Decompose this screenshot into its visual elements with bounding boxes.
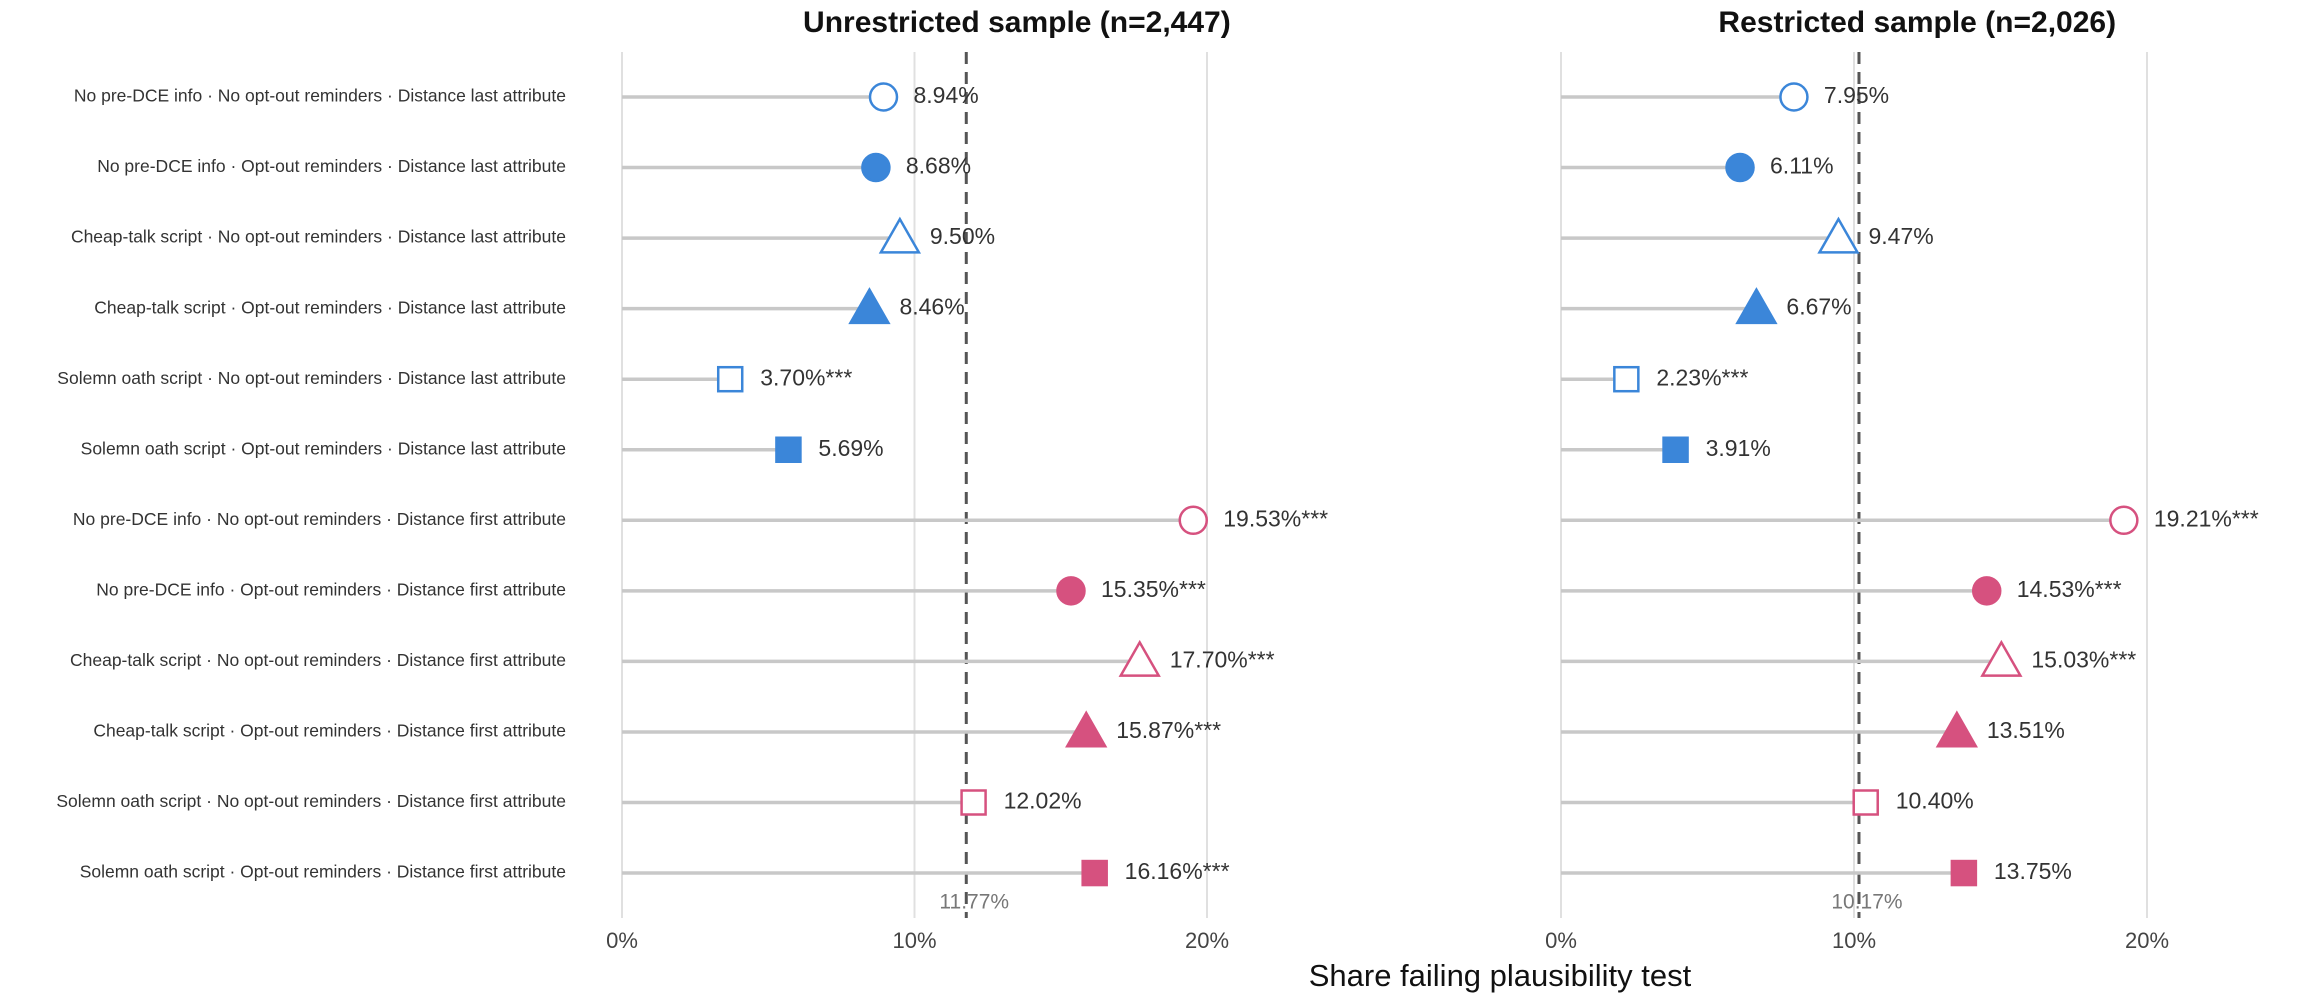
category-label: Solemn oath script · No opt-out reminder…	[56, 791, 566, 811]
point	[1662, 436, 1689, 463]
category-label: Cheap-talk script · Opt-out reminders · …	[93, 721, 566, 741]
x-tick-label: 20%	[1185, 928, 1229, 953]
value-label: 8.94%	[913, 82, 978, 108]
category-label: Cheap-talk script · Opt-out reminders · …	[94, 297, 566, 317]
x-tick-label: 10%	[1832, 928, 1876, 953]
category-label: Solemn oath script · Opt-out reminders ·…	[81, 438, 566, 458]
value-label: 8.68%	[906, 153, 971, 179]
value-label: 9.47%	[1868, 223, 1933, 249]
category-label: No pre-DCE info · No opt-out reminders ·…	[73, 509, 566, 529]
point	[1118, 639, 1161, 677]
category-label: Solemn oath script · Opt-out reminders ·…	[80, 862, 566, 882]
point	[1980, 639, 2023, 677]
point	[848, 287, 891, 325]
point	[878, 216, 922, 254]
category-label: Cheap-talk script · No opt-out reminders…	[70, 650, 566, 670]
value-label: 6.67%	[1786, 294, 1851, 320]
point	[1971, 576, 2002, 606]
category-label: No pre-DCE info · No opt-out reminders ·…	[74, 86, 566, 106]
x-tick-label: 10%	[892, 928, 936, 953]
category-label: Solemn oath script · No opt-out reminder…	[57, 368, 566, 388]
point	[1178, 505, 1209, 536]
category-label: No pre-DCE info · Opt-out reminders · Di…	[97, 156, 566, 176]
value-label: 7.95%	[1824, 82, 1889, 108]
reference-label: 10.17%	[1831, 891, 1902, 914]
point	[1065, 710, 1108, 748]
point	[1852, 789, 1879, 816]
reference-label: 11.77%	[939, 891, 1009, 914]
point	[1817, 216, 1860, 254]
point	[1735, 287, 1778, 325]
point	[1935, 710, 1978, 748]
point	[2109, 505, 2139, 536]
value-label: 19.53%***	[1223, 505, 1328, 531]
value-label: 15.03%***	[2031, 646, 2136, 672]
point	[1056, 576, 1086, 606]
value-label: 5.69%	[818, 435, 883, 461]
value-label: 19.21%***	[2154, 505, 2259, 531]
x-tick-label: 0%	[606, 928, 638, 953]
x-tick-label: 20%	[2125, 928, 2169, 953]
category-label: No pre-DCE info · Opt-out reminders · Di…	[96, 579, 566, 599]
value-label: 17.70%***	[1170, 646, 1275, 672]
value-label: 14.53%***	[2017, 576, 2122, 602]
point	[775, 436, 802, 463]
point	[960, 789, 987, 816]
value-label: 10.40%	[1896, 788, 1974, 814]
value-label: 8.46%	[899, 294, 964, 320]
point	[1950, 859, 1978, 887]
point	[716, 365, 744, 393]
value-label: 13.51%	[1987, 717, 2065, 743]
chart-title: Restricted sample (n=2,026)	[1718, 6, 2116, 39]
category-label: Cheap-talk script · No opt-out reminders…	[71, 227, 566, 247]
chart-title: Unrestricted sample (n=2,447)	[803, 6, 1231, 39]
value-label: 13.75%	[1994, 858, 2072, 884]
point	[868, 82, 899, 112]
value-label: 9.50%	[930, 223, 995, 249]
x-tick-label: 0%	[1545, 928, 1577, 953]
value-label: 6.11%	[1770, 153, 1834, 179]
point	[1779, 82, 1809, 112]
value-label: 15.35%***	[1101, 576, 1206, 602]
point	[861, 152, 891, 183]
value-label: 3.91%	[1706, 435, 1771, 461]
x-axis-label: Share failing plausibility test	[1309, 958, 1692, 993]
value-label: 2.23%***	[1656, 364, 1748, 390]
point	[1725, 152, 1755, 183]
value-label: 3.70%***	[760, 364, 852, 390]
point	[1081, 859, 1108, 887]
value-label: 16.16%***	[1125, 858, 1230, 884]
point	[1613, 365, 1640, 393]
value-label: 12.02%	[1004, 788, 1082, 814]
value-label: 15.87%***	[1116, 717, 1221, 743]
